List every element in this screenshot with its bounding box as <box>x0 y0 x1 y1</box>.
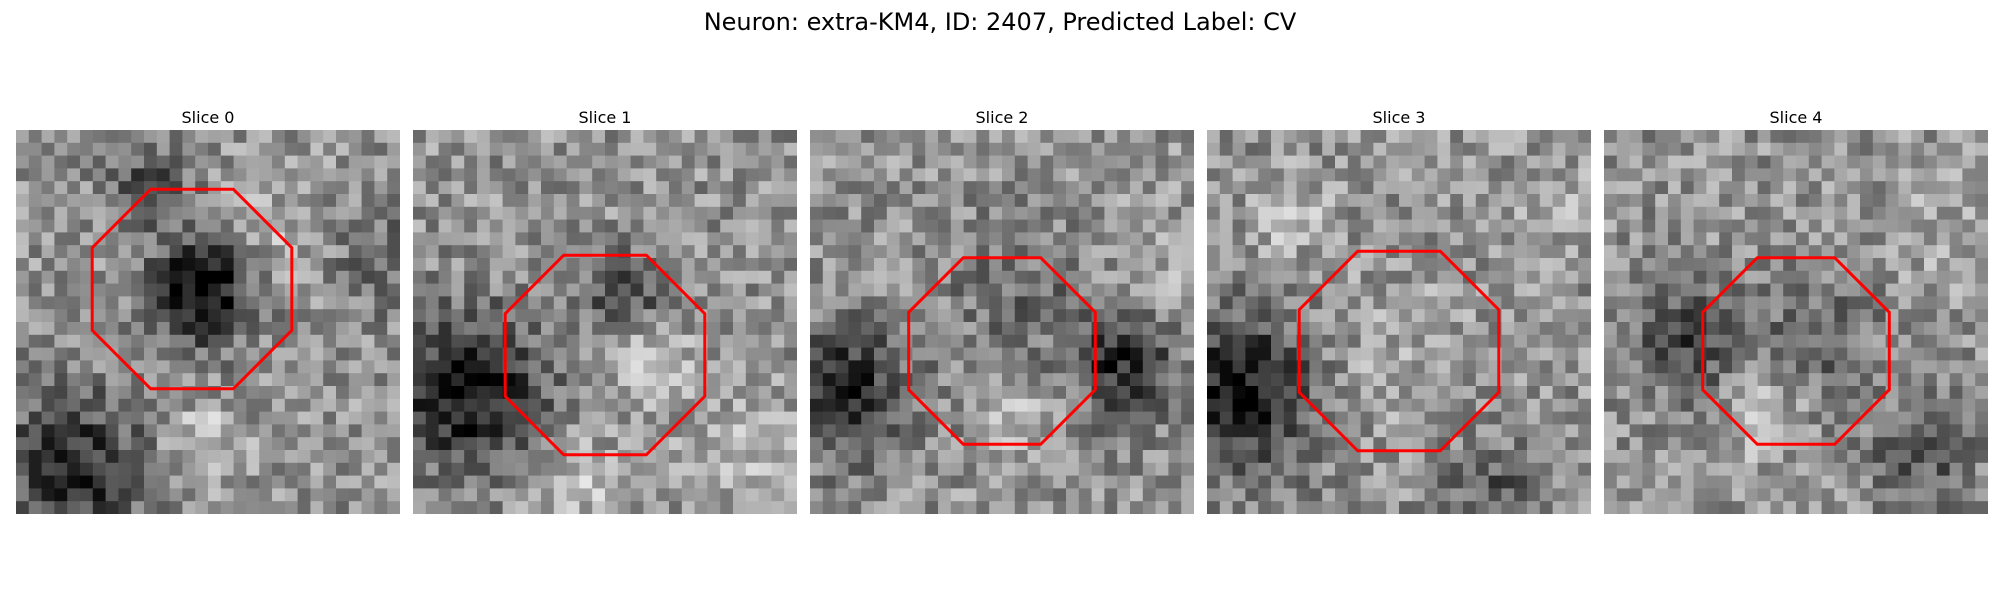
roi-octagon-0 <box>90 187 294 391</box>
slice-panel-2: Slice 2 <box>810 106 1194 514</box>
roi-octagon-3 <box>1297 249 1501 453</box>
roi-octagon-4 <box>1701 256 1891 446</box>
slice-image-3 <box>1207 130 1591 514</box>
slice-panel-1: Slice 1 <box>413 106 797 514</box>
slice-panel-0: Slice 0 <box>16 106 400 514</box>
figure-title: Neuron: extra-KM4, ID: 2407, Predicted L… <box>703 8 1297 36</box>
roi-octagon-2 <box>907 256 1097 446</box>
slice-panel-3: Slice 3 <box>1207 106 1591 514</box>
slice-title-1: Slice 1 <box>578 108 632 127</box>
slice-image-0 <box>16 130 400 514</box>
slice-image-1 <box>413 130 797 514</box>
slice-image-4 <box>1604 130 1988 514</box>
slice-title-0: Slice 0 <box>181 108 235 127</box>
slice-title-4: Slice 4 <box>1769 108 1823 127</box>
slice-title-2: Slice 2 <box>975 108 1029 127</box>
slice-panel-4: Slice 4 <box>1604 106 1988 514</box>
slice-image-2 <box>810 130 1194 514</box>
roi-octagon-1 <box>503 253 707 457</box>
slice-title-3: Slice 3 <box>1372 108 1426 127</box>
